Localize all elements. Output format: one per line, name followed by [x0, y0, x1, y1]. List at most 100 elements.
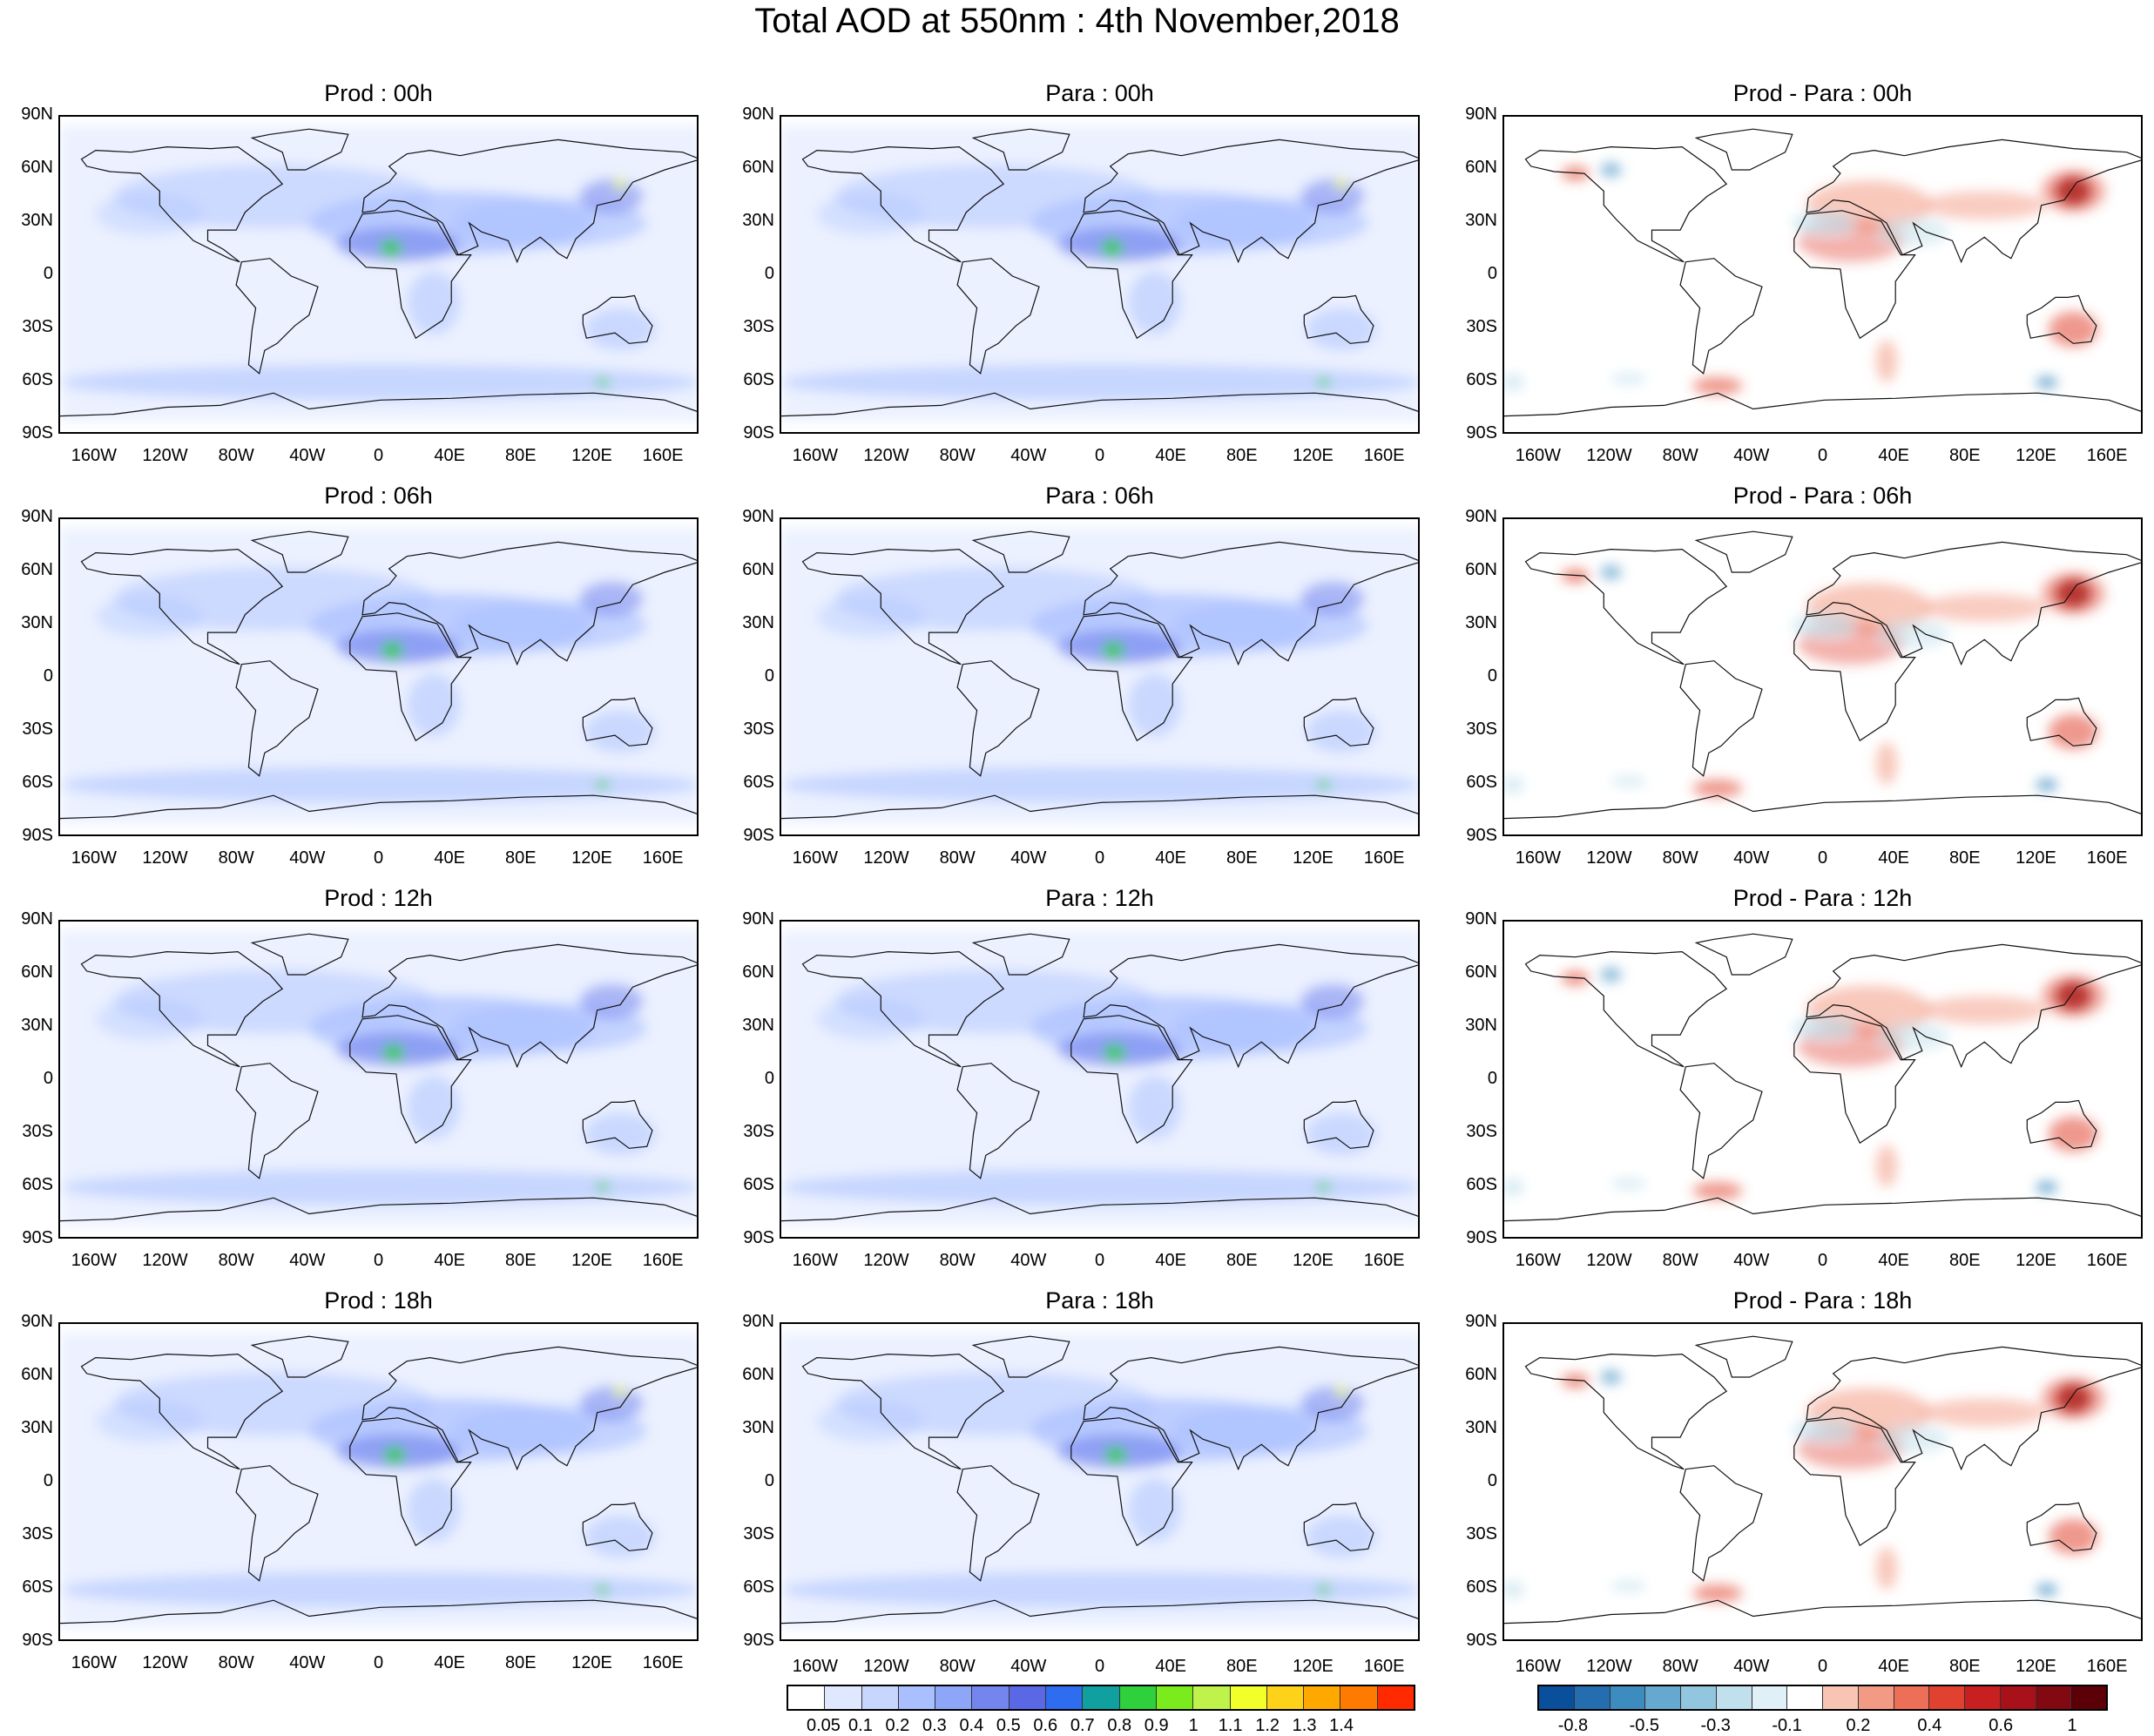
map-plot: [781, 930, 1418, 1226]
aod-southern-africa: [407, 270, 461, 335]
lat-tick-label: 90S: [743, 1228, 774, 1247]
aod-southern-africa: [1128, 672, 1182, 738]
shaded-field: [781, 1333, 1418, 1629]
lon-tick-label: 0: [373, 446, 384, 465]
map-panel: [1502, 115, 2143, 434]
colorbar-tick-label: 0.2: [1846, 1716, 1871, 1735]
diff-south-pacific-neg: [1610, 1580, 1647, 1592]
colorbar-tick-label: -0.5: [1629, 1716, 1660, 1735]
colorbar-tick-label: 1: [1188, 1716, 1199, 1735]
lon-tick-label: 0: [1094, 1657, 1105, 1676]
south-america-outline: [956, 1465, 1040, 1582]
lat-tick-label: 0: [1487, 1471, 1497, 1490]
lat-tick-label: 90S: [22, 826, 53, 845]
shaded-field: [1504, 564, 2106, 798]
aod-southern-africa: [1128, 1477, 1182, 1543]
lon-tick-label: 80E: [1226, 1251, 1258, 1270]
lat-tick-label: 60S: [743, 1175, 774, 1194]
lon-tick-label: 120E: [571, 446, 612, 465]
aod-australia: [584, 1112, 656, 1156]
lon-tick-label: 40E: [434, 1653, 465, 1672]
aod-dust-hotspot: [382, 1044, 404, 1062]
diff-drake-passage: [1692, 1584, 1743, 1603]
australia-outline: [2026, 1099, 2097, 1149]
colorbar-swatch: [1009, 1686, 1047, 1709]
lon-tick-label: 40W: [289, 1653, 326, 1672]
eurasia-outline: [1083, 1346, 1418, 1471]
lon-tick-label: 80W: [218, 446, 254, 465]
lat-tick-label: 60S: [743, 370, 774, 389]
lat-tick-label: 0: [764, 666, 774, 686]
aod-southern-ocean-hotspot: [595, 779, 610, 791]
aod-siberia-hotspot: [615, 1386, 626, 1397]
lat-tick-label: 30N: [1465, 1418, 1497, 1437]
australia-outline: [1303, 1502, 1374, 1551]
lat-tick-label: 90S: [22, 423, 53, 442]
panel-title: Prod : 00h: [324, 80, 433, 106]
lon-tick-label: 160W: [71, 1653, 117, 1672]
aod-australia: [1306, 710, 1377, 753]
lon-tick-label: 80W: [218, 1251, 254, 1270]
shaded-field: [781, 125, 1418, 422]
lon-tick-label: 120E: [571, 1251, 612, 1270]
panel-title: Prod : 06h: [324, 483, 433, 509]
aod-dust-hotspot: [380, 239, 402, 257]
lat-tick-label: 30S: [22, 1122, 53, 1141]
colorbar-tick-label: 0.1: [848, 1716, 873, 1735]
eurasia-outline: [1083, 541, 1418, 666]
lat-tick-label: 0: [764, 264, 774, 283]
colorbar-swatch: [1119, 1686, 1157, 1709]
coastlines: [1504, 530, 2141, 820]
aod-southern-ocean-hotspot: [595, 376, 610, 388]
coastlines: [60, 530, 697, 820]
colorbar-swatch: [1340, 1686, 1378, 1709]
south-america-outline: [235, 1063, 319, 1179]
south-america-outline: [1679, 660, 1763, 777]
lon-tick-label: 0: [1094, 446, 1105, 465]
lon-tick-label: 120E: [2016, 848, 2056, 868]
lon-tick-label: 40W: [1010, 848, 1047, 868]
lon-tick-label: 40E: [1878, 1657, 1909, 1676]
colorbar-swatch: [1046, 1686, 1084, 1709]
map-plot: [781, 528, 1418, 824]
lon-tick-label: 120E: [2016, 1251, 2056, 1270]
colorbar-swatch: [1858, 1686, 1894, 1709]
colorbar-swatch: [935, 1686, 973, 1709]
aod-east-asia: [579, 1386, 644, 1422]
aod-north-pacific: [816, 193, 924, 236]
lon-tick-label: 40W: [1733, 1657, 1770, 1676]
lon-tick-label: 0: [1817, 1251, 1828, 1270]
aod-north-pacific: [816, 997, 924, 1041]
diff-south-pacific-neg: [1610, 775, 1647, 787]
lon-tick-label: 120E: [2016, 446, 2056, 465]
diff-colorbar: [1537, 1685, 2108, 1711]
aod-north-pacific: [95, 595, 203, 638]
lon-tick-label: 40E: [1155, 1657, 1186, 1676]
lat-tick-label: 90N: [21, 1312, 53, 1331]
colorbar-swatch: [972, 1686, 1009, 1709]
lat-tick-label: 90N: [21, 909, 53, 929]
colorbar-swatch: [2071, 1686, 2106, 1709]
greenland-outline: [1694, 1335, 1793, 1378]
lon-tick-label: 160W: [1515, 1657, 1561, 1676]
lon-tick-label: 120E: [1293, 446, 1334, 465]
north-america-outline: [80, 950, 284, 1068]
lat-tick-label: 60N: [21, 963, 53, 982]
eurasia-outline: [1806, 1346, 2141, 1471]
aod-southern-ocean: [60, 767, 697, 803]
coastlines: [781, 933, 1418, 1222]
coastlines: [60, 128, 697, 417]
diff-southern-ocean-neg: [2036, 1181, 2057, 1193]
aod-southern-ocean: [60, 1571, 697, 1608]
coastlines: [781, 530, 1418, 820]
colorbar-tick-label: -0.3: [1700, 1716, 1731, 1735]
lat-tick-label: 90N: [742, 105, 774, 124]
africa-outline: [349, 1417, 472, 1547]
diff-drake-passage: [1692, 1181, 1743, 1200]
aod-southern-africa: [407, 1477, 461, 1543]
map-panel: [1502, 920, 2143, 1239]
lon-tick-label: 80E: [505, 1653, 537, 1672]
lat-tick-label: 0: [764, 1471, 774, 1490]
colorbar-tick-label: 1.2: [1255, 1716, 1280, 1735]
colorbar-tick-label: 0.8: [1107, 1716, 1132, 1735]
